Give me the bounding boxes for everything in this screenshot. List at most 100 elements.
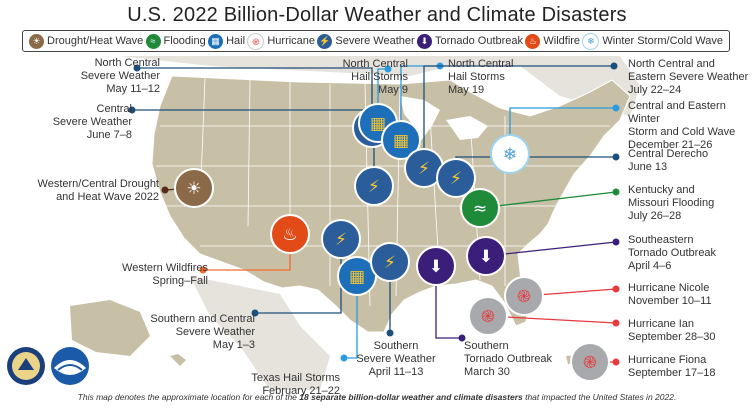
event-marker: ֎	[570, 342, 610, 382]
event-marker: ♨	[270, 214, 310, 254]
map-title: U.S. 2022 Billion-Dollar Weather and Cli…	[127, 4, 627, 26]
legend-item: ♨ Wildfire	[525, 33, 581, 49]
event-label: Southeastern Tornado Outbreak April 4–6	[628, 234, 717, 272]
leader-dot	[386, 329, 394, 337]
hawaii	[170, 354, 186, 366]
event-label: Central Severe Weather June 7–8	[52, 103, 132, 141]
winter-storm-icon: ❄	[503, 145, 517, 165]
flooding-icon: ≈	[145, 33, 161, 49]
leader-dot	[612, 238, 620, 246]
hail-icon: ▦	[370, 114, 386, 134]
event-marker: ☀	[174, 168, 214, 208]
event-label: Southern Tornado Outbreak March 30	[464, 340, 553, 378]
event-marker: ֎	[504, 276, 544, 316]
severe-weather-icon: ⚡	[384, 253, 396, 273]
neighbor-land	[120, 56, 640, 116]
event-label: Kentucky and Missouri Flooding July 26–2…	[628, 184, 715, 222]
legend-label: Drought/Heat Wave	[47, 35, 144, 47]
hail-icon: ▦	[393, 131, 409, 151]
legend-item: ❄ Winter Storm/Cold Wave	[582, 32, 723, 50]
event-marker: ▦	[337, 256, 377, 296]
tornado-icon: ⬇	[479, 247, 493, 267]
severe-weather-icon: ⚡	[317, 33, 333, 49]
leader-line	[344, 276, 358, 359]
legend-label: Hail	[226, 35, 246, 47]
leader-dot	[128, 106, 136, 114]
legend-label: Severe Weather	[335, 35, 415, 47]
legend-label: Winter Storm/Cold Wave	[602, 35, 723, 47]
event-marker: ⬇	[416, 246, 456, 286]
hail-icon: ▦	[349, 267, 365, 287]
hurricane-icon: ֎	[583, 353, 597, 373]
leader-dot	[612, 319, 620, 327]
leader-line	[485, 241, 617, 257]
severe-weather-icon: ⚡	[335, 230, 347, 250]
leader-dot	[384, 65, 392, 73]
leader-dot	[612, 188, 620, 196]
hurricane-icon: ֎	[481, 307, 495, 327]
leader-dot	[161, 186, 169, 194]
legend-item: ֎ Hurricane	[247, 32, 316, 50]
wildfire-icon: ♨	[282, 225, 297, 245]
event-label: Western Wildfires Spring–Fall	[122, 262, 208, 287]
leader-dot	[610, 62, 618, 70]
event-marker: ⚡	[354, 166, 394, 206]
legend-item: ≈ Flooding	[145, 33, 206, 49]
legend: ☀ Drought/Heat Wave ≈ Flooding ▦ Hail ֎ Hurrica…	[22, 30, 730, 52]
leader-dot	[199, 266, 207, 274]
leader-dot	[251, 309, 259, 317]
legend-label: Wildfire	[543, 35, 581, 47]
legend-label: Hurricane	[267, 35, 316, 47]
legend-item: ⚡ Severe Weather	[317, 33, 415, 49]
event-marker: ⚡	[370, 242, 410, 282]
legend-item: ⬇ Tornado Outbreak	[416, 33, 524, 49]
leader-dot	[612, 358, 620, 366]
event-marker: ⚡	[321, 219, 361, 259]
flooding-icon: ≈	[473, 199, 487, 219]
event-label: North Central Hail Storms May 19	[448, 58, 514, 96]
footer-note: This map denotes the approximate locatio…	[77, 392, 677, 402]
hail-icon: ▦	[208, 33, 224, 49]
hurricane-icon: ֎	[247, 32, 265, 50]
commerce-seal-logo	[7, 347, 45, 385]
neighbor-land	[190, 276, 330, 390]
leader-dot	[340, 354, 348, 362]
event-label: Texas Hail Storms February 21–22	[251, 372, 340, 397]
leader-line	[255, 239, 342, 314]
leader-line	[435, 266, 462, 339]
great-lakes	[400, 96, 440, 142]
wildfire-icon: ♨	[525, 33, 541, 49]
severe-weather-icon: ⚡	[418, 159, 430, 179]
event-label: North Central and Eastern Severe Weather…	[628, 58, 749, 96]
winter-storm-icon: ❄	[582, 32, 600, 50]
event-marker: ⬇	[466, 236, 506, 276]
event-label: Hurricane Ian September 28–30	[628, 318, 716, 343]
leader-dot	[458, 334, 466, 342]
event-label: Southern Severe Weather April 11–13	[356, 340, 436, 378]
leader-dot	[612, 153, 620, 161]
leader-dot	[133, 64, 141, 72]
event-label: Southern and Central Severe Weather May …	[150, 313, 255, 351]
event-label: Hurricane Nicole November 10–11	[628, 282, 712, 307]
great-lakes	[446, 116, 488, 140]
leader-line	[479, 191, 617, 209]
drought-icon: ☀	[186, 179, 201, 199]
legend-item: ▦ Hail	[208, 33, 246, 49]
event-label: Central and Eastern Winter Storm and Col…	[628, 100, 736, 151]
drought-icon: ☀	[29, 33, 44, 49]
event-marker: ▦	[381, 120, 421, 160]
event-markers: ⚡⚡☀♨⚡▦⚡⬇▦▦⚡❄⚡≈⬇֎֎֎	[174, 103, 610, 382]
event-marker: ❄	[490, 134, 530, 174]
event-label: Western/Central Drought and Heat Wave 20…	[37, 178, 159, 203]
event-marker: ֎	[468, 296, 508, 336]
event-label: North Central Hail Storms May 9	[342, 58, 408, 96]
leader-line	[487, 315, 617, 324]
event-label: North Central Severe Weather May 11–12	[80, 57, 160, 95]
event-label: Hurricane Fiona September 17–18	[628, 354, 716, 379]
alaska	[70, 300, 150, 356]
tornado-icon: ⬇	[429, 257, 443, 277]
us-map: ⚡⚡☀♨⚡▦⚡⬇▦▦⚡❄⚡≈⬇֎֎֎	[70, 56, 640, 390]
hurricane-icon: ֎	[517, 287, 531, 307]
legend-label: Tornado Outbreak	[434, 35, 524, 47]
event-marker: ⚡	[436, 158, 476, 198]
